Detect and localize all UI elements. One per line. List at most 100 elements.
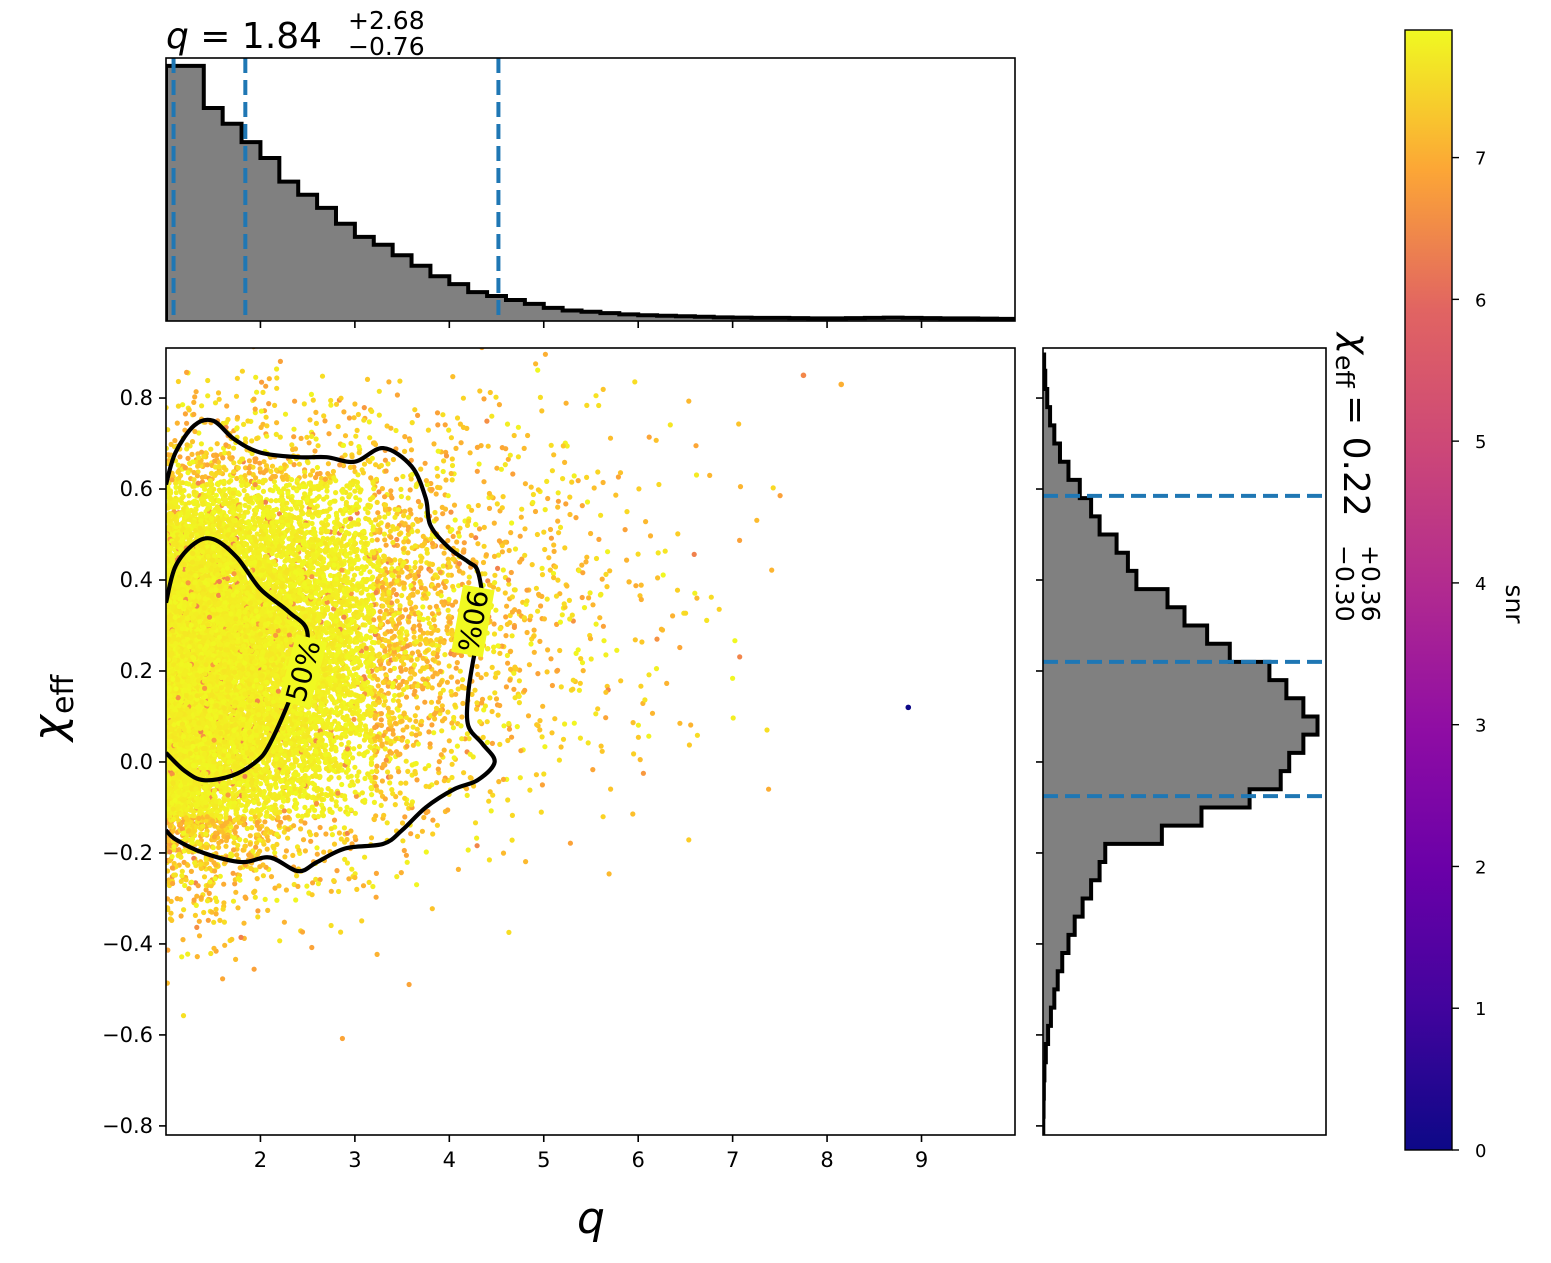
scatter-point [390,456,396,463]
scatter-point [293,897,299,903]
scatter-point [386,379,392,385]
scatter-point [338,741,344,747]
scatter-point [399,820,406,826]
scatter-point [454,415,461,421]
scatter-point [688,722,694,728]
scatter-point [282,411,289,417]
scatter-point [272,850,278,856]
scatter-point [529,562,535,568]
scatter-point [593,621,599,627]
scatter-point [601,638,607,644]
scatter-point [544,596,550,602]
scatter-point [537,638,543,645]
scatter-point [454,539,460,545]
scatter-point [351,716,357,722]
top-histogram-panel: q = 1.84 +2.68 −0.76 [165,6,1016,328]
scatter-point [203,887,209,893]
scatter-point [599,576,605,582]
scatter-point [220,906,226,912]
scatter-point [449,602,456,608]
scatter-point [422,699,428,705]
scatter-point [269,463,276,469]
scatter-point [538,809,544,815]
scatter-point [396,573,402,579]
scatter-point [249,825,255,831]
scatter-point [402,814,408,820]
scatter-point [677,720,683,726]
scatter-point [351,746,357,752]
scatter-point [230,898,237,904]
scatter-point [278,554,284,560]
scatter-point [342,433,349,439]
scatter-point [359,918,365,924]
scatter-point [449,720,455,726]
scatter-point [413,718,419,724]
scatter-point [686,837,692,843]
scatter-point [466,736,472,742]
scatter-point [350,755,356,761]
scatter-point [600,479,606,486]
scatter-point [260,389,266,395]
top-histogram-title: q = 1.84 [166,16,322,57]
scatter-point [216,844,222,851]
scatter-point [248,865,254,872]
scatter-point [460,700,466,707]
scatter-point [196,430,202,436]
scatter-point [509,812,515,819]
scatter-point [243,837,249,844]
scatter-point [504,603,510,609]
scatter-point [242,436,248,442]
scatter-point [766,786,772,792]
scatter-point [466,580,472,586]
scatter-point [310,880,316,886]
scatter-point [403,694,410,700]
scatter-point [557,524,564,531]
scatter-point [254,876,260,882]
scatter-point [445,538,451,544]
scatter-point [320,813,326,819]
scatter-point [485,443,491,449]
scatter-point [586,595,592,601]
scatter-point [337,507,344,513]
scatter-point [422,766,428,772]
scatter-point [693,443,699,449]
scatter-point [541,529,547,535]
scatter-point [677,644,683,651]
scatter-point [493,607,499,613]
scatter-point [505,797,511,803]
scatter-point [500,494,506,500]
scatter-point [456,561,462,567]
scatter-point [632,637,638,643]
scatter-point [234,475,240,482]
scatter-point [575,478,581,484]
scatter-point [675,531,681,537]
scatter-point [376,489,382,495]
scatter-point [333,401,340,407]
scatter-point [555,577,561,583]
top-histogram-frame [165,57,1016,322]
scatter-point [516,700,523,706]
scatter-point [450,374,456,380]
scatter-point [310,468,316,474]
scatter-point [442,422,448,428]
scatter-point [351,572,358,578]
scatter-point [410,742,416,748]
scatter-point [182,882,188,889]
scatter-point [506,726,513,732]
scatter-point [328,397,334,404]
scatter-point [538,603,544,609]
scatter-point [360,883,367,889]
scatter-point [362,775,368,782]
scatter-point [379,778,385,784]
scatter-point [510,471,516,477]
scatter-point [254,389,260,395]
scatter-point [355,411,361,418]
scatter-point [622,527,628,533]
scatter-point [329,832,335,838]
scatter-point [716,606,722,612]
scatter-point [282,854,288,860]
scatter-point [397,378,403,384]
scatter-point [346,876,352,882]
scatter-point [261,459,267,465]
scatter-point [563,400,569,406]
